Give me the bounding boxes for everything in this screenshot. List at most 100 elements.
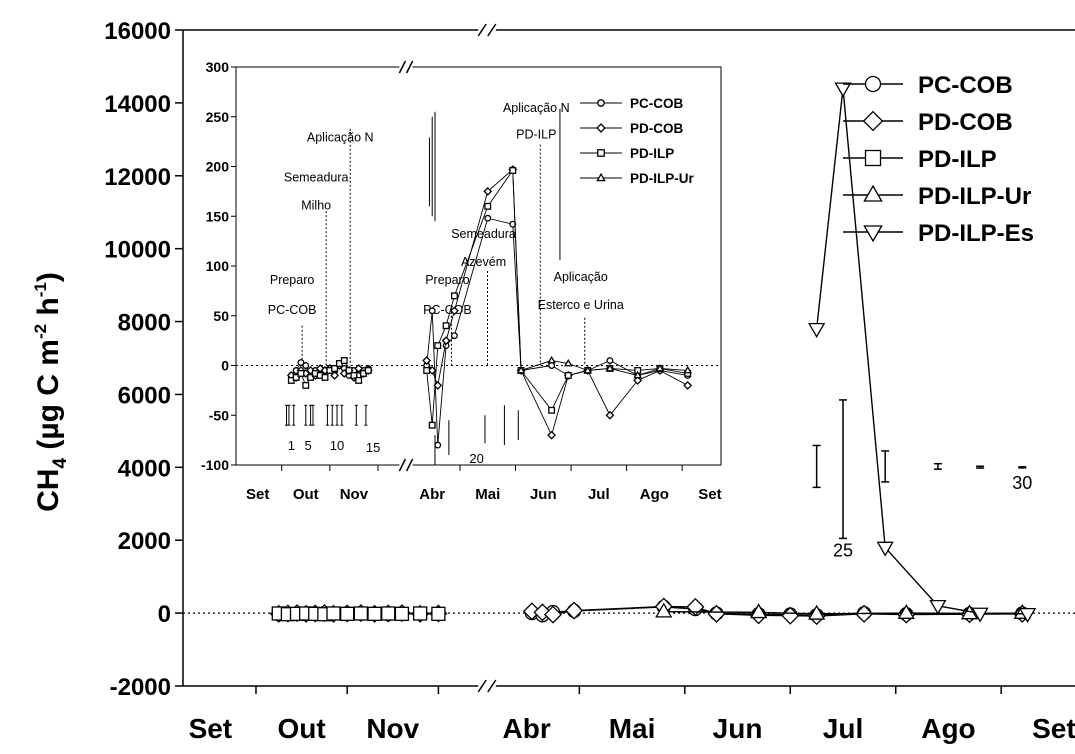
axis-break-bottom [477, 679, 497, 693]
x-tick-label: Jul [823, 713, 863, 744]
x-tick-label: Set [1032, 713, 1075, 744]
inset-data-point [340, 357, 348, 364]
x-tick-label: Jun [713, 713, 763, 744]
inset-small-error-bar [364, 404, 368, 426]
inset-data-point [605, 410, 615, 420]
data-point [808, 604, 826, 620]
data-point [808, 322, 826, 338]
inset-data-point [450, 292, 458, 300]
inset-data-point [355, 376, 363, 384]
x-tick-label: Mai [609, 713, 656, 744]
inset-data-point [434, 342, 442, 350]
inset-legend-marker [597, 99, 605, 107]
inset-data-point [563, 358, 573, 367]
inset-data-point [350, 371, 358, 379]
inset-small-error-bar [287, 404, 291, 426]
inset-annotation: Milho [301, 198, 331, 212]
axis-break-slash [405, 60, 414, 74]
data-point [1018, 607, 1037, 623]
inset-data-point [423, 367, 431, 374]
inset-data-point [428, 307, 436, 315]
data-point [394, 606, 410, 621]
data-point [655, 602, 673, 618]
legend-marker [863, 225, 883, 243]
inset-y-tick-label: 50 [213, 308, 229, 324]
y-tick-label: 16000 [104, 18, 171, 45]
inset-annotation: Aplicação N [307, 131, 374, 145]
inset-data-point [633, 370, 643, 379]
x-tick-label: Ago [921, 713, 975, 744]
axis-break-gap [478, 24, 496, 36]
x-tick-label: Nov [366, 713, 419, 744]
legend-label: PD-ILP-Ur [918, 183, 1031, 210]
inset-legend-label: PD-ILP [630, 146, 674, 161]
inset-x-tick-label: Jul [588, 486, 610, 503]
inset-annotation: PC-COB [268, 303, 317, 317]
legend-marker [862, 110, 884, 132]
legend: PC-COB PD-COB PD-ILP PD-ILP-Ur PD-ILP-Es [843, 72, 1034, 247]
axis-break-slash [398, 458, 407, 472]
inset-annotation: PC-COB [423, 303, 472, 317]
inset-y-tick-label: 300 [206, 59, 230, 75]
inset-data-point [450, 332, 458, 340]
inset-data-point [428, 421, 436, 429]
inset-series-pd-ilp-ur [516, 355, 693, 379]
inset-bar-label: 15 [366, 440, 380, 455]
data-point [353, 606, 369, 621]
inset-data-point [605, 363, 615, 372]
y-tick-label: 2000 [118, 528, 171, 555]
inset-data-point [297, 370, 305, 377]
data-point [543, 605, 563, 624]
data-point [971, 607, 989, 623]
data-point [707, 604, 726, 623]
y-axis-label: CH4 (µg C m-2 h-1) [31, 272, 71, 512]
inset-data-point [516, 365, 526, 374]
inset-x-tick-label: Out [293, 486, 319, 503]
inset-data-point [548, 406, 556, 414]
y-tick-label: 14000 [104, 91, 171, 118]
inset-data-point [484, 214, 492, 222]
inset-annotation: Esterco e Urina [538, 298, 624, 312]
inset-legend-marker [596, 123, 606, 133]
error-bar [839, 399, 847, 540]
inset-data-point [583, 365, 593, 374]
series-pd-ilp-es [808, 82, 1037, 623]
data-point [897, 604, 915, 619]
inset-y-tick-label: 100 [206, 258, 230, 274]
inset-data-point [484, 202, 492, 210]
axis-break-top [477, 23, 497, 37]
inset-y-tick-label: -100 [201, 457, 229, 473]
inset-bar-label: 10 [330, 438, 344, 453]
y-tick-label: 12000 [104, 164, 171, 191]
inset-data-point [307, 373, 315, 381]
legend-label: PD-COB [918, 109, 1013, 136]
inset-legend-marker [597, 149, 605, 157]
inset-background [215, 68, 720, 466]
data-point [326, 606, 341, 621]
legend-label: PD-ILP-Es [918, 220, 1034, 247]
legend-label: PD-ILP [918, 146, 997, 173]
inset-data-point [483, 186, 493, 196]
inset-axis-break-top [398, 60, 414, 74]
inset-x-tick-label: Jun [530, 486, 557, 503]
inset-data-point [321, 373, 329, 381]
data-point [750, 603, 768, 619]
inset-data-point [422, 356, 432, 365]
legend-marker [864, 149, 882, 167]
data-point [413, 606, 428, 621]
bar-label: 30 [1012, 473, 1032, 493]
axis-break-slash [487, 23, 497, 37]
axis-break-slash [477, 679, 487, 693]
data-point [876, 541, 894, 557]
inset-x-tick-label: Set [246, 486, 269, 503]
inset-data-point [548, 362, 556, 369]
series-pd-ilp [271, 606, 446, 622]
data-point [367, 606, 382, 621]
inset-data-point [509, 220, 517, 228]
data-point [565, 601, 584, 620]
inset-small-error-bar [330, 404, 334, 426]
inset-data-point [564, 371, 572, 379]
data-point [431, 606, 446, 621]
inset-y-tick-label: 250 [206, 109, 230, 125]
inset-data-point [297, 359, 305, 366]
